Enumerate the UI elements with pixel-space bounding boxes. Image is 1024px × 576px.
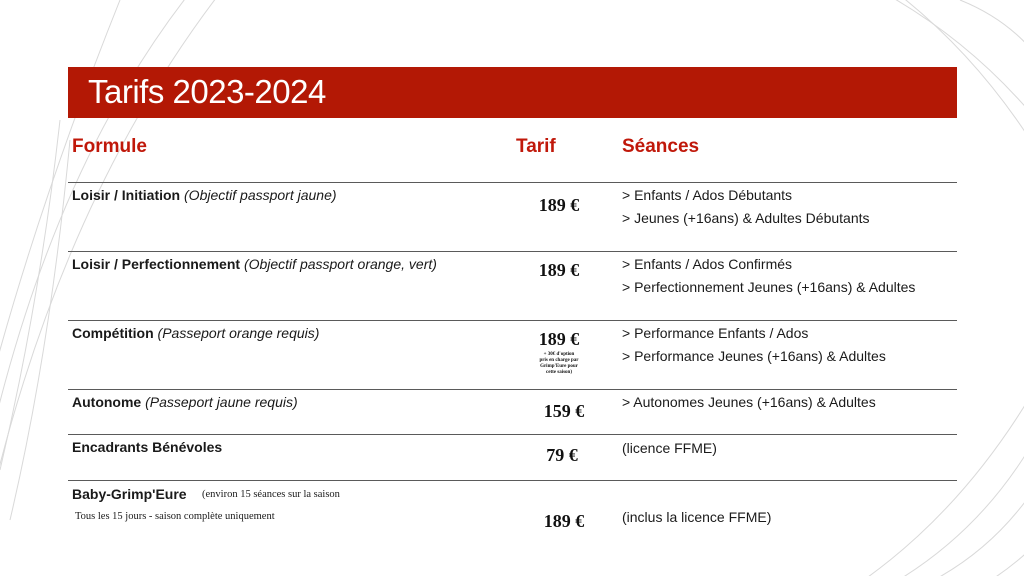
row-divider bbox=[68, 389, 957, 390]
formule-name: Compétition bbox=[72, 325, 154, 341]
price: 189 € bbox=[538, 329, 580, 349]
price: 159 € bbox=[543, 401, 585, 421]
formule-detail: (Objectif passport jaune) bbox=[184, 187, 337, 203]
column-header-formule: Formule bbox=[72, 136, 147, 157]
seance-line: > Perfectionnement Jeunes (+16ans) & Adu… bbox=[622, 279, 916, 295]
seance-line: > Enfants / Ados Confirmés bbox=[622, 256, 793, 272]
formule-detail: (Objectif passport orange, vert) bbox=[243, 256, 437, 272]
row-divider bbox=[68, 320, 957, 321]
title-banner: Tarifs 2023-2024 bbox=[68, 67, 957, 118]
table-row-name: Compétition (Passeport orange requis) bbox=[72, 325, 319, 341]
formule-name: Encadrants Bénévoles bbox=[72, 439, 223, 455]
price-note: Grimp'Eure pour bbox=[540, 364, 578, 369]
column-header-tarif: Tarif bbox=[516, 136, 556, 157]
column-header-seances: Séances bbox=[622, 136, 700, 157]
price: 189 € bbox=[543, 511, 585, 531]
formule-name: Loisir / Perfectionnement bbox=[72, 256, 241, 272]
formule-detail: (environ 15 séances sur la saison bbox=[202, 489, 340, 500]
price: 79 € bbox=[546, 445, 578, 465]
price-note: pris en charge par bbox=[539, 358, 579, 363]
page-title: Tarifs 2023-2024 bbox=[88, 73, 326, 110]
seance-line: > Performance Enfants / Ados bbox=[622, 325, 809, 341]
seance-line: (licence FFME) bbox=[622, 440, 717, 456]
table-row-name: Encadrants Bénévoles bbox=[72, 439, 222, 455]
price-note: + 30€ d'option bbox=[543, 352, 575, 357]
price: 189 € bbox=[538, 260, 580, 280]
formule-name: Loisir / Initiation bbox=[72, 187, 181, 203]
seance-line: > Enfants / Ados Débutants bbox=[622, 187, 793, 203]
seance-line: > Jeunes (+16ans) & Adultes Débutants bbox=[622, 210, 870, 226]
row-divider bbox=[68, 480, 957, 481]
formule-name: Baby-Grimp'Eure bbox=[72, 486, 187, 502]
formule-detail: (Passeport jaune requis) bbox=[145, 394, 298, 410]
price: 189 € bbox=[538, 195, 580, 215]
formule-subline: Tous les 15 jours - saison complète uniq… bbox=[75, 511, 275, 522]
seance-line: (inclus la licence FFME) bbox=[622, 509, 772, 525]
seance-line: > Autonomes Jeunes (+16ans) & Adultes bbox=[622, 394, 876, 410]
formule-name: Autonome bbox=[72, 394, 142, 410]
row-divider bbox=[68, 434, 957, 435]
formule-detail: (Passeport orange requis) bbox=[157, 325, 320, 341]
table-row-name: Baby-Grimp'Eure bbox=[72, 486, 187, 502]
table-row-name: Loisir / Perfectionnement (Objectif pass… bbox=[72, 256, 437, 272]
seance-line: > Performance Jeunes (+16ans) & Adultes bbox=[622, 348, 886, 364]
table-row-name: Autonome (Passeport jaune requis) bbox=[72, 394, 298, 410]
row-divider bbox=[68, 251, 957, 252]
table-row-name: Loisir / Initiation (Objectif passport j… bbox=[72, 187, 337, 203]
row-divider bbox=[68, 182, 957, 183]
price-note: cette saison) bbox=[546, 370, 572, 375]
